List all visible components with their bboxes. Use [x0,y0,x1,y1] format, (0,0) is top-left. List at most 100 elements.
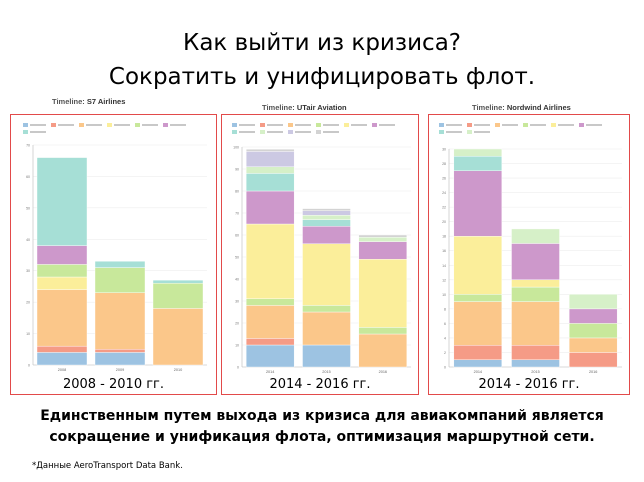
bar-segment [511,344,560,360]
bar-segment [302,225,351,244]
bar-segment [453,344,503,360]
bar-segment [94,352,146,366]
bar-segment [511,228,560,244]
timeline-prefix: Timeline: [52,97,85,106]
legend-entry [267,131,283,133]
timeline-prefix: Timeline: [262,103,295,112]
y-tick-label: 6 [444,322,446,326]
slide-title-line1: Как выйти из кризиса? [183,30,461,56]
y-tick-label: 4 [444,336,446,340]
bar-segment [302,208,351,211]
legend-swatch [495,123,500,127]
bar-segment [453,170,503,237]
y-tick-label: 10 [442,293,446,297]
bar-segment [36,245,88,265]
y-tick-label: 20 [235,322,239,326]
legend [232,123,395,134]
x-tick-label: 2016 [379,370,387,374]
conclusion-line2: сокращение и унификация флота, оптимизац… [49,429,595,445]
legend-entry [446,131,462,133]
legend [23,123,186,134]
legend-entry [474,124,490,126]
y-tick-label: 28 [442,162,446,166]
bar-segment [453,294,503,302]
bar-segment [36,289,88,347]
bar-segment [511,286,560,302]
bar-segment [568,337,618,353]
y-tick-label: 30 [26,269,30,273]
bar-segment [302,219,351,227]
legend-swatch [288,130,293,134]
x-tick-label: 2015 [531,370,539,374]
bar-segment [245,149,295,152]
bar-segment [302,214,351,220]
x-tick-label: 2010 [174,368,182,372]
bar-segment [453,148,503,157]
y-tick-label: 30 [235,300,239,304]
bar-segment [94,292,146,350]
legend-swatch [439,123,444,127]
legend-entry [295,131,311,133]
y-tick-label: 60 [26,175,30,179]
legend-entry [86,124,102,126]
timeline-airline: S7 Airlines [86,97,126,106]
bar-segment [245,338,295,346]
chart-panel-utair: 0 10 20 30 40 50 60 70 80 90 100 2014 2015 2016 2014 … [221,114,419,395]
legend-entry [267,124,283,126]
bar-segment [511,243,560,280]
legend-entry [239,131,255,133]
footnote: *Данные AeroTransport Data Bank. [32,461,183,471]
legend-entry [323,124,339,126]
bar-segment [568,294,618,310]
y-tick-label: 16 [442,249,446,253]
bar-segment [302,344,351,368]
legend-entry [530,124,546,126]
legend-swatch [316,123,321,127]
legend-swatch [467,130,472,134]
bar-segment [302,305,351,313]
legend-swatch [316,130,321,134]
y-tick-label: 18 [442,235,446,239]
x-tick-label: 2016 [589,370,597,374]
legend-swatch [232,130,237,134]
slide-title-line2: Сократить и унифицировать флот. [108,64,536,90]
legend-entry [323,131,339,133]
legend-swatch [260,130,265,134]
y-tick-label: 70 [26,144,30,148]
y-tick-label: 0 [28,364,30,368]
legend-swatch [288,123,293,127]
bar-segment [302,243,351,306]
period-label: 2014 - 2016 гг. [478,377,580,392]
legend-entry [58,124,74,126]
bar-segment [245,173,295,192]
y-tick-label: 70 [235,212,239,216]
bar-segment [358,241,408,260]
bar-segment [245,190,295,225]
legend-swatch [439,130,444,134]
legend-swatch [51,123,56,127]
chart-panel-nordwind: 0 2 4 6 8 10 12 14 16 18 20 22 24 26 28 30 2014 2015 2016 … [428,114,630,395]
legend-swatch [523,123,528,127]
y-tick-label: 10 [235,344,239,348]
legend-entry [170,124,186,126]
x-tick-label: 2009 [116,368,124,372]
legend-entry [239,124,255,126]
y-tick-label: 8 [444,307,446,311]
bar-segment [245,151,295,168]
y-tick-label: 24 [442,191,446,195]
stacked-bar-chart-s7: 0 10 20 30 40 50 60 70 2008 2009 2010 [23,123,207,372]
x-tick-label: 2014 [474,370,482,374]
bar-segment [453,156,503,171]
bar-segment [568,308,618,324]
stacked-bar-chart-utair: 0 10 20 30 40 50 60 70 80 90 100 2014 2015 2016 [232,123,411,374]
bar-segment [36,264,88,278]
bar-segment [245,298,295,306]
bar-segment [453,301,503,346]
legend-swatch [163,123,168,127]
legend-swatch [79,123,84,127]
bar-segment [358,236,408,242]
timeline-airline: UTair Aviation [296,103,347,112]
bar-segment [245,223,295,300]
bar-segment [302,210,351,216]
